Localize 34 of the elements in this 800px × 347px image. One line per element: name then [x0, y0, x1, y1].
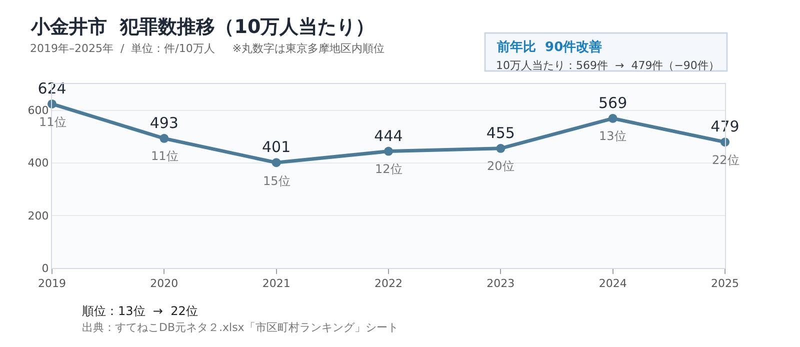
x-tick-label: 2025 — [711, 277, 739, 290]
text: 前年比 90件改善 — [496, 39, 602, 55]
point — [608, 114, 618, 123]
annotation: 22位 — [712, 153, 740, 167]
point — [384, 146, 393, 156]
x-tick-label: 2024 — [598, 277, 627, 290]
data-label: 401 — [262, 138, 291, 156]
annotation: 15位 — [263, 174, 290, 188]
x-tick-label: 2022 — [374, 277, 402, 290]
source-note: 出典：すてねこDB元ネタ２.xlsx「市区町村ランキング」シート — [82, 321, 398, 334]
point — [272, 158, 281, 168]
text: 順位：13位 → 22位 — [82, 304, 198, 318]
x-tick-label: 2019 — [38, 277, 66, 290]
data-label: 493 — [150, 114, 178, 132]
x-tick-label: 2021 — [262, 277, 290, 290]
y-tick-label: 0 — [42, 262, 49, 275]
chart-title: 小金井市 犯罪数推移（10万人当たり） — [30, 16, 375, 38]
text: 10万人当たり：569件 → 479件（−90件） — [496, 59, 720, 72]
point — [160, 134, 169, 143]
y-tick-label: 200 — [28, 209, 49, 222]
annotation: 12位 — [375, 162, 402, 176]
y-tick-label: 600 — [28, 104, 49, 118]
data-label: 569 — [598, 94, 628, 112]
point — [496, 144, 506, 153]
annotation: 11位 — [151, 149, 178, 163]
data-label: 455 — [486, 124, 515, 142]
y-tick-label: 400 — [28, 156, 49, 170]
x-tick-label: 2023 — [486, 277, 515, 290]
data-label: 444 — [374, 126, 403, 145]
x-tick-label: 2020 — [150, 277, 178, 290]
chart-subtitle: 2019年–2025年 / 単位：件/10万人 ※丸数字は東京多摩地区内順位 — [30, 42, 385, 55]
annotation: 20位 — [487, 159, 514, 173]
annotation: 13位 — [599, 129, 626, 143]
annotation: 11位 — [39, 115, 66, 129]
